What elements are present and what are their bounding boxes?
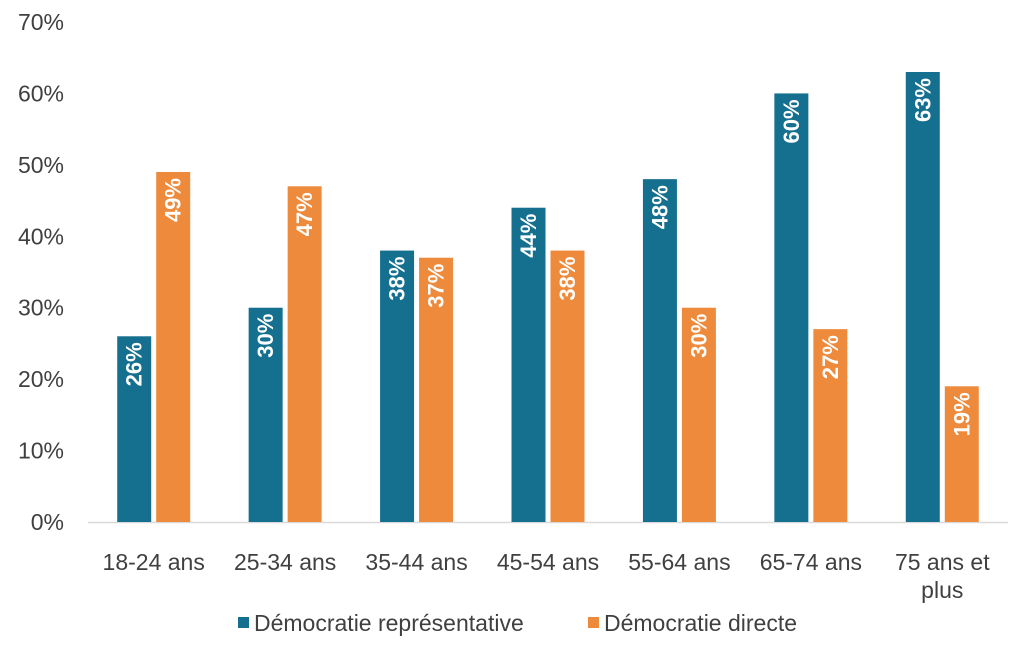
data-label: 38% [555,257,580,301]
bar-directe [681,307,716,522]
y-tick-label: 0% [31,509,64,535]
legend-label: Démocratie directe [604,610,797,636]
data-label: 63% [910,78,935,122]
bar-representative [380,250,415,523]
x-tick-label: 65-74 ans [760,549,862,575]
legend-swatch [588,617,599,628]
y-tick-label: 30% [18,295,64,321]
data-label: 26% [122,342,147,386]
data-label: 37% [424,264,449,308]
data-label: 47% [292,192,317,236]
bar-directe [813,329,848,522]
bar-representative [117,336,152,522]
bar-representative [248,307,283,522]
data-label: 30% [686,314,711,358]
y-tick-label: 10% [18,438,64,464]
bar-directe [944,386,979,522]
data-label: 44% [516,214,541,258]
bar-directe [287,186,322,523]
category-labels: 18-24 ans 25-34 ans 35-44 ans 45-54 ans 55-6… [103,549,991,603]
bar-directe [156,172,191,522]
x-tick-label: 55-64 ans [628,549,730,575]
legend: Démocratie représentative Démocratie dire… [238,610,797,636]
bar-directe [419,257,454,522]
legend-swatch [238,617,249,628]
x-tick-label: 75 ans et [895,549,990,575]
data-label: 19% [949,392,974,436]
data-label: 38% [385,257,410,301]
bar-directe [550,250,585,523]
bars [117,72,979,523]
x-tick-label: 35-44 ans [365,549,467,575]
data-labels: 26% 49% 30% 47% 38% 37% 44% 38% 48% 30% 60% 27% 63% 1… [122,78,975,436]
x-tick-label: 45-54 ans [497,549,599,575]
x-tick-label: 25-34 ans [234,549,336,575]
y-tick-label: 40% [18,223,64,249]
y-axis-ticks: 0% 10% 20% 30% 40% 50% 60% 70% [18,9,64,535]
y-tick-label: 50% [18,152,64,178]
data-label: 49% [161,178,186,222]
legend-label: Démocratie représentative [254,610,524,636]
y-tick-label: 20% [18,366,64,392]
data-label: 27% [818,335,843,379]
bar-representative [905,72,940,522]
y-tick-label: 60% [18,80,64,106]
data-label: 30% [253,314,278,358]
bar-representative [511,207,546,522]
y-tick-label: 70% [18,9,64,35]
data-label: 60% [779,99,804,143]
data-label: 48% [647,185,672,229]
bar-representative [642,179,677,522]
x-tick-label: plus [921,577,963,603]
x-tick-label: 18-24 ans [103,549,205,575]
bar-representative [774,93,809,522]
